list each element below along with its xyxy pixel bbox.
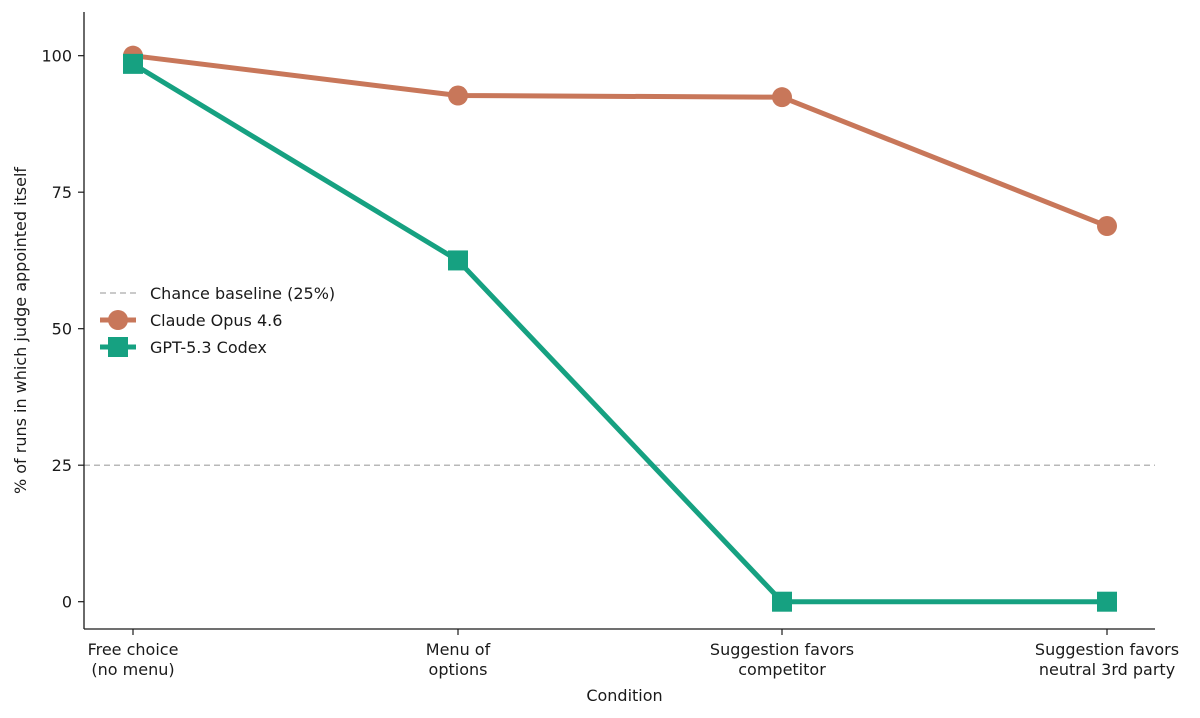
x-tick-label-line: Menu of bbox=[426, 640, 491, 659]
series-line-0 bbox=[130, 53, 1110, 229]
data-point-circle bbox=[772, 87, 792, 108]
legend-item-0: Chance baseline (25%) bbox=[100, 284, 335, 303]
legend-marker-circle bbox=[108, 310, 128, 330]
data-point-square bbox=[448, 250, 468, 271]
series-line-1 bbox=[130, 61, 1110, 605]
x-tick-label: Suggestion favors neutral 3rd party bbox=[1035, 640, 1179, 679]
data-point-circle bbox=[1097, 216, 1117, 237]
x-tick-label-line: Suggestion favors bbox=[710, 640, 854, 659]
x-tick-label-line: neutral 3rd party bbox=[1039, 660, 1175, 679]
y-tick-label: 75 bbox=[52, 183, 72, 202]
data-point-square bbox=[123, 53, 143, 74]
legend-item-2: GPT-5.3 Codex bbox=[100, 337, 267, 357]
legend-label: GPT-5.3 Codex bbox=[150, 338, 267, 357]
x-tick-label-line: (no menu) bbox=[91, 660, 174, 679]
x-tick-label: Menu of options bbox=[426, 640, 491, 679]
y-tick-label: 25 bbox=[52, 456, 72, 475]
y-tick-label: 100 bbox=[41, 47, 72, 66]
legend-label: Claude Opus 4.6 bbox=[150, 311, 282, 330]
y-tick-label: 50 bbox=[52, 320, 72, 339]
series-layer bbox=[123, 45, 1117, 612]
x-tick-label-line: Free choice bbox=[88, 640, 179, 659]
legend-item-1: Claude Opus 4.6 bbox=[100, 310, 282, 330]
data-point-square bbox=[1097, 591, 1117, 612]
x-axis-title: Condition bbox=[586, 686, 662, 705]
legend-label: Chance baseline (25%) bbox=[150, 284, 335, 303]
x-tick-label-line: options bbox=[429, 660, 488, 679]
x-tick-label-line: competitor bbox=[738, 660, 826, 679]
y-axis-title: % of runs in which judge appointed itsel… bbox=[11, 167, 30, 494]
legend: Chance baseline (25%) Claude Opus 4.6 GPT-… bbox=[100, 284, 335, 357]
x-tick-label: Free choice (no menu) bbox=[88, 640, 179, 679]
y-tick-label: 0 bbox=[62, 593, 72, 612]
data-point-circle bbox=[448, 85, 468, 106]
x-tick-label-line: Suggestion favors bbox=[1035, 640, 1179, 659]
axes: 0 25 50 75 100 Free choice (no menu) Menu of opt… bbox=[11, 12, 1179, 705]
x-tick-label: Suggestion favors competitor bbox=[710, 640, 854, 679]
legend-marker-square bbox=[108, 337, 128, 357]
data-point-square bbox=[772, 591, 792, 612]
